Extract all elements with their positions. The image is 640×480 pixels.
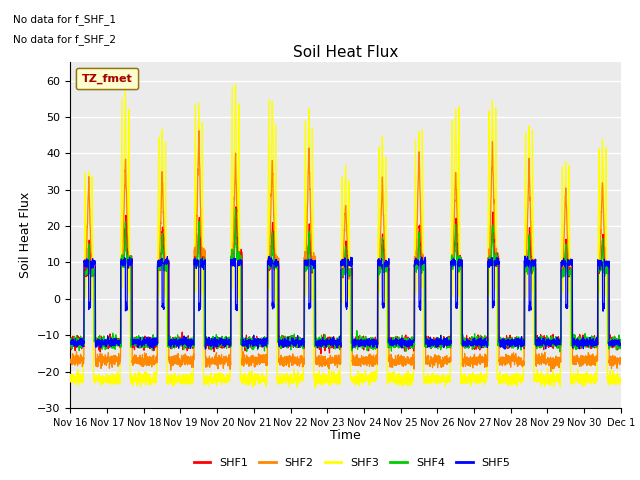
Legend: SHF1, SHF2, SHF3, SHF4, SHF5: SHF1, SHF2, SHF3, SHF4, SHF5 <box>189 453 515 472</box>
X-axis label: Time: Time <box>330 429 361 442</box>
Title: Soil Heat Flux: Soil Heat Flux <box>293 45 398 60</box>
Text: No data for f_SHF_2: No data for f_SHF_2 <box>13 34 116 45</box>
Y-axis label: Soil Heat Flux: Soil Heat Flux <box>19 192 31 278</box>
Legend: TZ_fmet: TZ_fmet <box>76 68 138 89</box>
Text: No data for f_SHF_1: No data for f_SHF_1 <box>13 14 116 25</box>
